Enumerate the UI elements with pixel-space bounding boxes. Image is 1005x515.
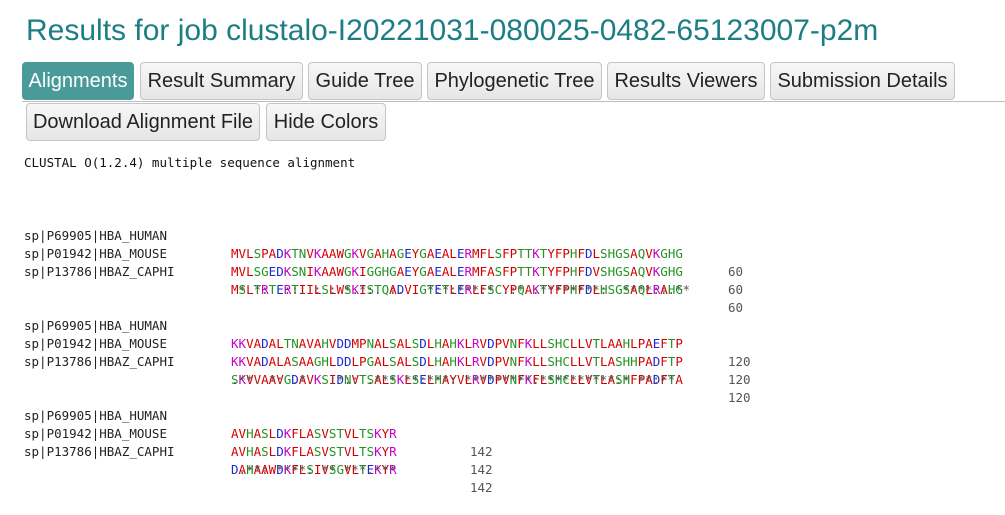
alignment-row: sp|P69905|HBA_HUMAN AVHASLDKFLASVSTVLTSK… bbox=[24, 389, 493, 459]
tab-phylogenetic-tree[interactable]: Phylogenetic Tree bbox=[427, 62, 602, 100]
download-alignment-button[interactable]: Download Alignment File bbox=[26, 103, 260, 141]
sequence-name: sp|P13786|HBAZ_CAPHI bbox=[24, 354, 175, 369]
result-tabs: Alignments Result Summary Guide Tree Phy… bbox=[22, 62, 1005, 102]
sequence-position: 60 bbox=[728, 282, 744, 297]
alignment-row: sp|P01942|HBA_MOUSE AVHASLDKFLASVSTVLTSK… bbox=[24, 407, 493, 477]
sequence-name: sp|P69905|HBA_HUMAN bbox=[24, 228, 167, 243]
consensus-line: .**. *: .*. :*:: .*** **:***: *********:… bbox=[231, 372, 676, 387]
sequence-residues: KKVADALTNAVAHVDDMPNALSALSDLHAHKLRVDPVNFK… bbox=[231, 336, 683, 351]
sequence-position: 142 bbox=[470, 480, 493, 495]
alignment-header: CLUSTAL O(1.2.4) multiple sequence align… bbox=[24, 155, 356, 170]
alignment-row: sp|P69905|HBA_HUMAN MVLSPADKTNVKAAWGKVGA… bbox=[24, 209, 743, 279]
tabs-divider bbox=[22, 101, 1005, 102]
sequence-residues: SKVVAAVGDAVKSIDNVTSALSKLSELHAYVLRVDPVNFK… bbox=[231, 372, 683, 387]
tab-alignments[interactable]: Alignments bbox=[22, 62, 134, 100]
sequence-residues: MVLSPADKTNVKAAWGKVGAHAGEYGAEALERMFLSFPTT… bbox=[231, 246, 683, 261]
sequence-name: sp|P69905|HBA_HUMAN bbox=[24, 408, 167, 423]
tab-results-viewers[interactable]: Results Viewers bbox=[607, 62, 765, 100]
alignment-row: sp|P13786|HBAZ_CAPHI MSLTRTERTIILSLWSKIS… bbox=[24, 245, 743, 315]
consensus-line: * *: ::: : : *.*:. :. *:*:***:* .:* :***… bbox=[231, 282, 691, 297]
page-title: Results for job clustalo-I20221031-08002… bbox=[26, 14, 879, 47]
sequence-position: 120 bbox=[728, 354, 751, 369]
tab-guide-tree[interactable]: Guide Tree bbox=[308, 62, 422, 100]
consensus-line: .**: ****: ** ***.*** bbox=[231, 462, 397, 477]
sequence-name: sp|P01942|HBA_MOUSE bbox=[24, 426, 167, 441]
sequence-position: 60 bbox=[728, 300, 744, 315]
tab-result-summary[interactable]: Result Summary bbox=[140, 62, 303, 100]
alignment-row: sp|P01942|HBA_MOUSE KKVADALASAAGHLDDLPGA… bbox=[24, 317, 751, 387]
sequence-residues: MSLTRTERTIILSLWSKISTQADVIGTETLERLFSCYPQA… bbox=[231, 282, 683, 297]
sequence-name: sp|P01942|HBA_MOUSE bbox=[24, 336, 167, 351]
sequence-residues: AVHASLDKFLASVSTVLTSKYR bbox=[231, 444, 397, 459]
sequence-position: 120 bbox=[728, 372, 751, 387]
tab-submission-details[interactable]: Submission Details bbox=[770, 62, 955, 100]
hide-colors-button[interactable]: Hide Colors bbox=[266, 103, 386, 141]
sequence-residues: KKVADALASAAGHLDDLPGALSALSDLHAHKLRVDPVNFK… bbox=[231, 354, 683, 369]
sequence-name: sp|P13786|HBAZ_CAPHI bbox=[24, 264, 175, 279]
sequence-position: 60 bbox=[728, 264, 744, 279]
consensus-row: * *: ::: : : *.*:. :. *:*:***:* .:* :***… bbox=[24, 263, 691, 297]
consensus-row: .**. *: .*. :*:: .*** **:***: *********:… bbox=[24, 353, 675, 387]
sequence-name: sp|P13786|HBAZ_CAPHI bbox=[24, 444, 175, 459]
sequence-residues: DAHAAWDKFLSIVSGVLTEKYR bbox=[231, 462, 397, 477]
alignment-row: sp|P13786|HBAZ_CAPHI DAHAAWDKFLSIVSGVLTE… bbox=[24, 425, 493, 495]
alignment-row: sp|P69905|HBA_HUMAN KKVADALTNAVAHVDDMPNA… bbox=[24, 299, 751, 369]
sequence-position: 120 bbox=[728, 390, 751, 405]
sequence-position: 142 bbox=[470, 444, 493, 459]
alignment-row: sp|P13786|HBAZ_CAPHI SKVVAAVGDAVKSIDNVTS… bbox=[24, 335, 751, 405]
sequence-position: 142 bbox=[470, 462, 493, 477]
sequence-residues: MVLSGEDKSNIKAAWGKIGGHGAEYGAEALERMFASFPTT… bbox=[231, 264, 683, 279]
sequence-name: sp|P01942|HBA_MOUSE bbox=[24, 246, 167, 261]
alignment-row: sp|P01942|HBA_MOUSE MVLSGEDKSNIKAAWGKIGG… bbox=[24, 227, 743, 297]
consensus-row: .**: ****: ** ***.*** bbox=[24, 443, 397, 477]
sequence-name: sp|P69905|HBA_HUMAN bbox=[24, 318, 167, 333]
sequence-residues: AVHASLDKFLASVSTVLTSKYR bbox=[231, 426, 397, 441]
